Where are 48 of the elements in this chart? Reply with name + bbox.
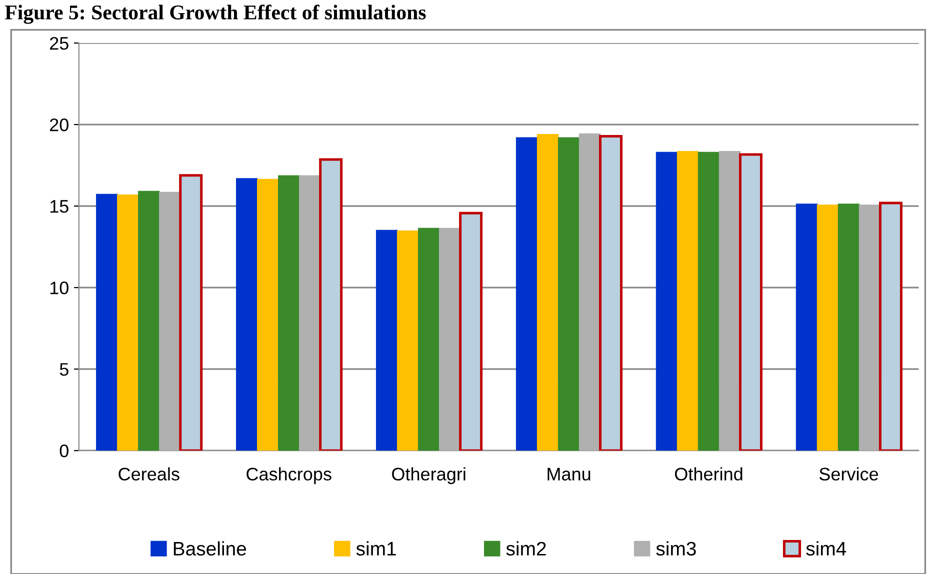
bar — [298, 175, 321, 451]
bar — [117, 194, 139, 451]
bar — [179, 174, 203, 451]
bar — [396, 230, 419, 451]
bar — [536, 134, 559, 451]
x-tick-label: Service — [819, 467, 878, 481]
x-tick-label: Manu — [548, 468, 590, 481]
bar — [558, 137, 580, 451]
bar — [656, 152, 678, 451]
bar — [278, 175, 300, 451]
bar — [516, 137, 538, 451]
legend-label: sim1 — [356, 541, 396, 556]
bar — [599, 135, 623, 451]
bar — [418, 228, 440, 451]
bar — [718, 150, 741, 451]
legend-label: sim4 — [806, 541, 846, 556]
bar — [838, 204, 860, 451]
legend-label: sim2 — [506, 541, 546, 556]
x-tick-label: Cashcrops — [246, 467, 332, 484]
bar — [96, 194, 118, 451]
x-tick-label: Otherind — [674, 467, 742, 481]
bar — [578, 133, 601, 451]
bar — [878, 202, 902, 451]
bar — [858, 204, 881, 451]
y-tick-label: 20 — [50, 118, 68, 132]
bar — [438, 228, 461, 451]
y-tick-label: 25 — [50, 36, 68, 50]
bar — [256, 178, 279, 451]
x-tick-label: Cereals — [118, 467, 180, 481]
bar — [459, 212, 483, 451]
bar — [676, 150, 699, 451]
bar — [138, 190, 160, 451]
legend-label: Baseline — [174, 541, 246, 556]
y-tick-label: 15 — [50, 200, 68, 213]
bar — [319, 158, 343, 451]
y-tick-label: 5 — [60, 363, 68, 376]
legend-label: sim3 — [656, 541, 696, 556]
bar — [816, 204, 839, 451]
bar — [739, 153, 762, 451]
chart-title: Figure 5: Sectoral Growth Effect of simulations — [4, 4, 426, 24]
bar — [698, 152, 720, 451]
x-tick-label: Otheragri — [392, 467, 466, 484]
bar — [796, 204, 818, 451]
bar — [236, 178, 258, 451]
y-tick-label: 10 — [50, 282, 68, 294]
bar — [159, 192, 181, 451]
y-tick-label: 0 — [60, 444, 68, 458]
bar — [376, 230, 398, 451]
